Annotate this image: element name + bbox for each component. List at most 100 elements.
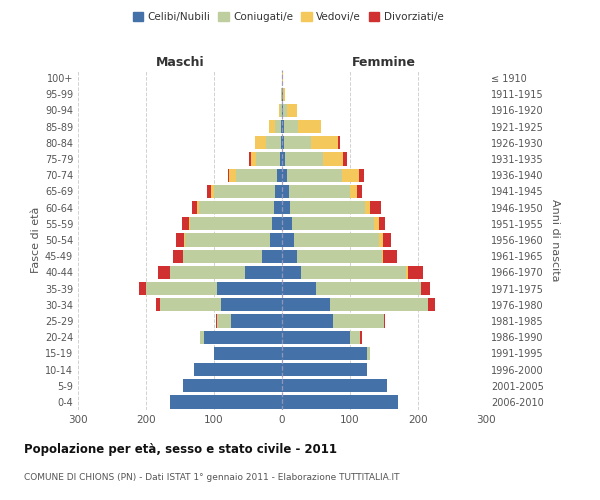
Bar — [170, 396, 282, 408]
Bar — [274, 201, 282, 214]
Bar — [146, 282, 217, 295]
Bar — [281, 88, 282, 101]
Bar — [189, 217, 190, 230]
Bar — [374, 217, 379, 230]
Bar — [282, 379, 388, 392]
Bar — [282, 346, 367, 360]
Bar — [194, 363, 282, 376]
Bar — [280, 104, 282, 117]
Bar — [277, 168, 282, 182]
Bar — [191, 201, 197, 214]
Bar — [297, 250, 382, 263]
Bar — [379, 217, 385, 230]
Bar — [283, 88, 285, 101]
Bar — [217, 282, 282, 295]
Bar — [329, 298, 428, 312]
Bar — [282, 217, 292, 230]
Bar — [214, 185, 275, 198]
Bar — [269, 120, 275, 134]
Y-axis label: Anni di nascita: Anni di nascita — [550, 198, 560, 281]
Bar — [282, 298, 329, 312]
Bar — [184, 250, 262, 263]
Bar — [227, 168, 229, 182]
Bar — [383, 234, 391, 246]
Bar — [231, 314, 282, 328]
Bar — [139, 282, 146, 295]
Y-axis label: Fasce di età: Fasce di età — [31, 207, 41, 273]
Bar — [298, 120, 322, 134]
Bar — [282, 250, 297, 263]
Bar — [199, 201, 274, 214]
Bar — [160, 298, 221, 312]
Bar — [272, 217, 282, 230]
Bar — [281, 120, 282, 134]
Bar — [197, 201, 199, 214]
Bar — [245, 266, 282, 279]
Bar — [173, 250, 184, 263]
Bar — [383, 250, 397, 263]
Bar — [262, 250, 282, 263]
Bar — [270, 234, 282, 246]
Bar — [287, 104, 297, 117]
Bar — [370, 201, 380, 214]
Bar — [221, 298, 282, 312]
Bar — [284, 120, 298, 134]
Bar — [384, 314, 385, 328]
Bar — [379, 234, 383, 246]
Bar — [282, 282, 316, 295]
Bar — [282, 120, 284, 134]
Text: Femmine: Femmine — [352, 56, 416, 69]
Bar — [301, 266, 406, 279]
Bar — [256, 136, 266, 149]
Text: COMUNE DI CHIONS (PN) - Dati ISTAT 1° gennaio 2011 - Elaborazione TUTTITALIA.IT: COMUNE DI CHIONS (PN) - Dati ISTAT 1° ge… — [24, 472, 400, 482]
Bar — [211, 185, 214, 198]
Bar — [281, 136, 282, 149]
Bar — [256, 152, 280, 166]
Bar — [287, 168, 342, 182]
Bar — [292, 217, 374, 230]
Bar — [217, 314, 231, 328]
Bar — [282, 363, 367, 376]
Bar — [406, 266, 408, 279]
Bar — [214, 346, 282, 360]
Bar — [282, 72, 283, 85]
Bar — [282, 185, 289, 198]
Bar — [323, 152, 343, 166]
Bar — [184, 234, 185, 246]
Bar — [333, 314, 384, 328]
Bar — [359, 168, 364, 182]
Bar — [350, 330, 360, 344]
Bar — [283, 104, 287, 117]
Bar — [289, 185, 350, 198]
Bar — [182, 217, 189, 230]
Bar — [282, 266, 301, 279]
Bar — [382, 250, 383, 263]
Bar — [316, 282, 421, 295]
Bar — [284, 136, 311, 149]
Bar — [282, 104, 283, 117]
Bar — [282, 201, 290, 214]
Bar — [156, 298, 160, 312]
Bar — [282, 330, 350, 344]
Bar — [200, 330, 204, 344]
Legend: Celibi/Nubili, Coniugati/e, Vedovi/e, Divorziati/e: Celibi/Nubili, Coniugati/e, Vedovi/e, Di… — [128, 8, 448, 26]
Bar — [282, 152, 286, 166]
Bar — [190, 217, 272, 230]
Bar — [282, 168, 287, 182]
Bar — [216, 314, 217, 328]
Bar — [367, 346, 370, 360]
Bar — [365, 201, 370, 214]
Bar — [251, 152, 256, 166]
Bar — [408, 266, 423, 279]
Bar — [236, 168, 277, 182]
Bar — [278, 104, 280, 117]
Bar — [282, 136, 284, 149]
Bar — [282, 314, 333, 328]
Bar — [421, 282, 430, 295]
Bar — [184, 379, 282, 392]
Bar — [294, 234, 379, 246]
Bar — [207, 185, 211, 198]
Bar — [280, 152, 282, 166]
Bar — [275, 185, 282, 198]
Bar — [185, 234, 270, 246]
